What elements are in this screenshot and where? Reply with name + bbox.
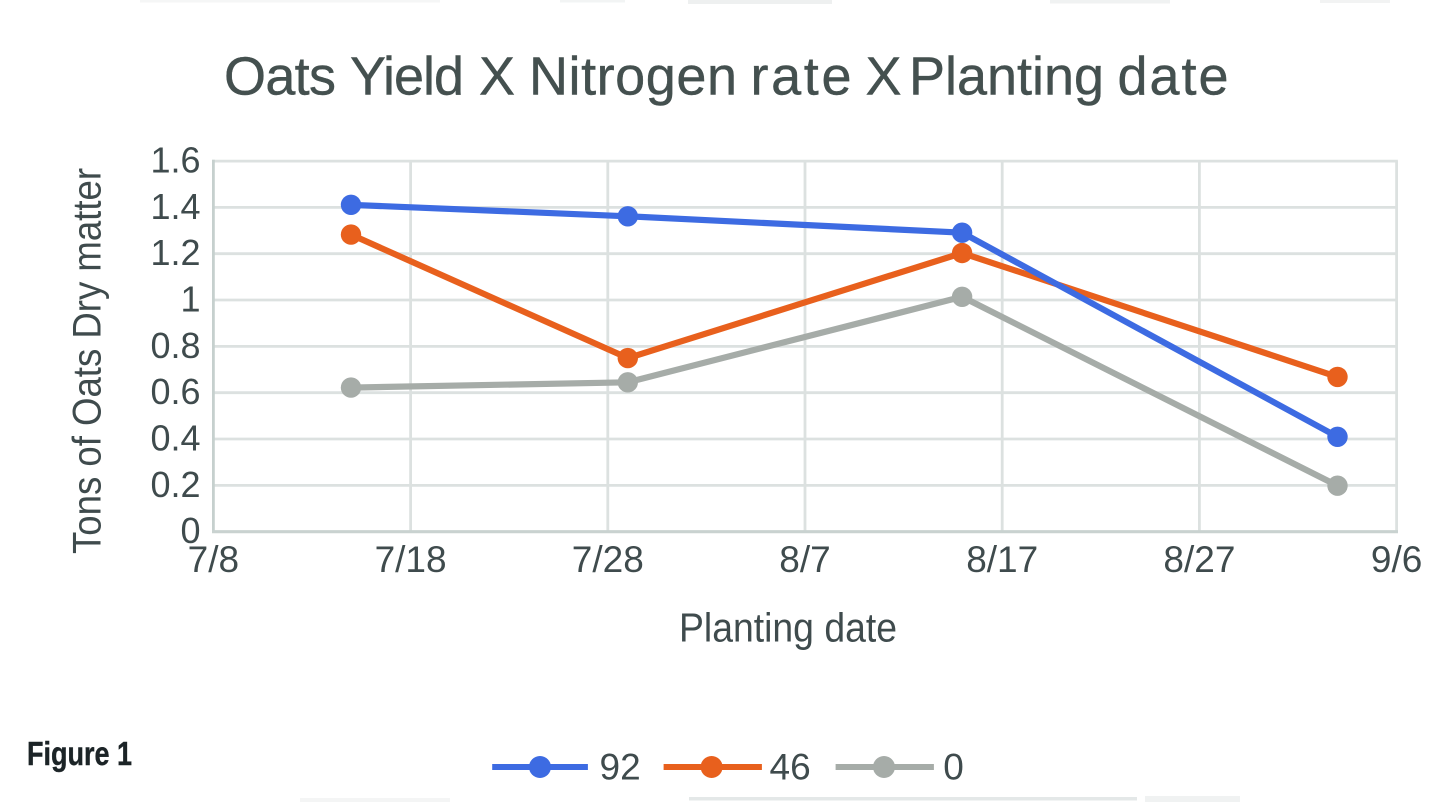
svg-text:X: X xyxy=(479,47,515,107)
svg-text:1.4: 1.4 xyxy=(150,186,200,227)
svg-text:1.2: 1.2 xyxy=(150,232,200,273)
svg-text:9/6: 9/6 xyxy=(1371,539,1422,580)
svg-text:7/8: 7/8 xyxy=(188,539,239,580)
svg-text:0.6: 0.6 xyxy=(150,371,200,412)
svg-text:Nitrogen: Nitrogen xyxy=(529,47,737,107)
svg-text:1.6: 1.6 xyxy=(150,140,200,181)
svg-text:0.2: 0.2 xyxy=(150,464,200,505)
svg-text:0: 0 xyxy=(943,747,964,788)
svg-text:Planting: Planting xyxy=(909,47,1104,107)
svg-text:date: date xyxy=(1118,47,1229,107)
svg-text:7/18: 7/18 xyxy=(375,539,447,580)
svg-text:Planting date: Planting date xyxy=(679,605,897,651)
svg-text:0.8: 0.8 xyxy=(150,325,200,366)
svg-text:46: 46 xyxy=(770,747,811,788)
svg-text:7/28: 7/28 xyxy=(572,539,644,580)
svg-text:8/17: 8/17 xyxy=(966,539,1038,580)
svg-text:8/27: 8/27 xyxy=(1163,539,1235,580)
svg-text:0.4: 0.4 xyxy=(150,417,200,458)
svg-text:rate: rate xyxy=(751,47,852,107)
svg-text:Figure 1: Figure 1 xyxy=(27,735,132,772)
svg-text:8/7: 8/7 xyxy=(779,539,830,580)
svg-text:Oats: Oats xyxy=(224,47,336,107)
svg-text:X: X xyxy=(866,47,902,107)
svg-text:Tons of Oats Dry matter: Tons of Oats Dry matter xyxy=(66,168,110,554)
svg-text:1: 1 xyxy=(180,278,200,319)
svg-text:0: 0 xyxy=(180,510,200,551)
svg-text:Yield: Yield xyxy=(350,47,464,107)
svg-text:92: 92 xyxy=(600,747,641,788)
